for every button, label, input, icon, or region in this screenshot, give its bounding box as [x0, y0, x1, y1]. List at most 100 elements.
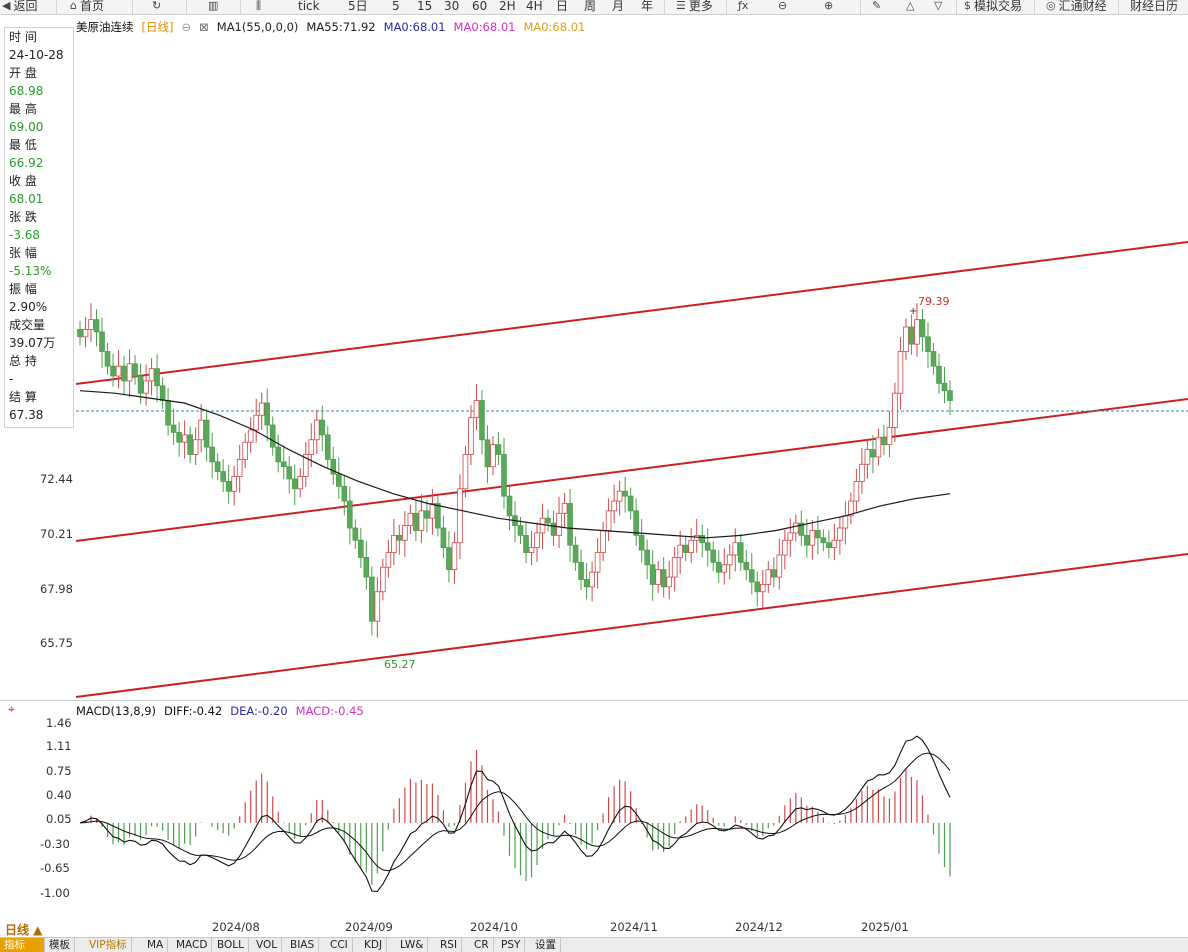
tab-template[interactable]: 模板 [45, 938, 75, 952]
tick-button[interactable]: tick [298, 0, 320, 13]
candle-body [726, 554, 733, 566]
candle-body [198, 419, 204, 441]
candlestick-chart[interactable]: 79.39 65.27 + [0, 35, 1188, 699]
candle-body [286, 466, 293, 480]
candle-body [495, 444, 502, 455]
chart-legend: 美原油连续 [日线] ⊖ ⊠ MA1(55,0,0,0) MA55:71.92 … [76, 19, 585, 35]
candle-body [297, 476, 304, 490]
candle-body [649, 564, 656, 585]
candle-body [440, 527, 447, 549]
candle-body [732, 542, 739, 556]
candle-body [363, 557, 370, 578]
tab-cr[interactable]: CR [470, 938, 494, 952]
time-label: 时 间 [9, 30, 37, 44]
candle-body [385, 552, 392, 568]
macd-tick: -1.00 [40, 886, 70, 900]
period-60[interactable]: 60 [472, 0, 488, 13]
tab-psy[interactable]: PSY [497, 938, 526, 952]
candle-body [104, 351, 111, 367]
candle-body [660, 569, 667, 588]
time-tick: 2024/09 [345, 920, 393, 934]
period-2h[interactable]: 2H [499, 0, 516, 13]
formula-button[interactable]: ƒx [738, 0, 748, 14]
price-tick: 70.21 [40, 527, 73, 541]
tab-rsi[interactable]: RSI [436, 938, 463, 952]
tab-boll[interactable]: BOLL [213, 938, 249, 952]
tab-kdj[interactable]: KDJ [360, 938, 388, 952]
tab-macd[interactable]: MACD [172, 938, 213, 952]
back-button[interactable]: ◀ 返回 [2, 0, 38, 13]
period-day[interactable]: 日 [556, 0, 569, 13]
zoom-in-button[interactable]: ⊕ [824, 0, 833, 14]
period-year[interactable]: 年 [641, 0, 654, 13]
tab-cci[interactable]: CCI [326, 938, 353, 952]
candle-body [870, 449, 876, 458]
tab-vol[interactable]: VOL [252, 938, 283, 952]
close-label: 收 盘 [9, 174, 37, 188]
more-button[interactable]: ☰ 更多 [676, 0, 713, 13]
candle-button[interactable]: ⫼ [256, 0, 261, 14]
period-5d[interactable]: 5日 [348, 0, 368, 13]
home-button[interactable]: ⌂ 首页 [70, 0, 104, 13]
candle-body [341, 485, 348, 502]
settings-icon[interactable]: ⊖ [181, 20, 192, 34]
candle-body [121, 365, 127, 382]
home-icon: ⌂ [70, 0, 77, 12]
period-15[interactable]: 15 [417, 0, 433, 13]
up-button[interactable]: △ [906, 0, 914, 14]
tab-indicator[interactable]: 指标 [0, 938, 45, 952]
candle-body [214, 461, 221, 473]
macd-tick: 1.46 [46, 716, 72, 730]
candle-body [231, 476, 237, 492]
calendar-button[interactable]: 财经日历 [1130, 0, 1179, 13]
settle-value: 67.38 [9, 408, 44, 422]
tab-bias[interactable]: BIAS [286, 938, 320, 952]
candle-body [187, 434, 193, 455]
time-tick: 2024/12 [735, 920, 783, 934]
ma55-line [79, 390, 951, 539]
ma55-label: MA55:71.92 [306, 20, 376, 34]
huitong-button[interactable]: ◎ 汇通财经 [1046, 0, 1107, 13]
candle-body [782, 539, 788, 556]
simulate-trade-button[interactable]: $ 模拟交易 [964, 0, 1023, 13]
period-month[interactable]: 月 [612, 0, 625, 13]
candle-body [534, 532, 540, 549]
period-4h[interactable]: 4H [526, 0, 543, 13]
chart-type-button[interactable]: ▥ [208, 0, 218, 14]
macd-legend: MACD(13,8,9) DIFF:-0.42 DEA:-0.20 MACD:-… [76, 704, 364, 718]
price-tick: 72.44 [40, 472, 73, 486]
candle-body [99, 331, 105, 352]
candle-body [567, 503, 573, 546]
macd-diff-line [79, 735, 951, 893]
period-toggle-button[interactable]: 日线 ▲ [5, 923, 43, 937]
candle-body [110, 365, 116, 377]
tab-lw[interactable]: LW& [396, 938, 429, 952]
time-tick: 2024/10 [470, 920, 518, 934]
high-label: 最 高 [9, 102, 37, 116]
candle-body [280, 461, 287, 468]
indicator-icon[interactable]: ⊠ [199, 20, 209, 34]
time-value: 24-10-28 [9, 48, 64, 62]
refresh-button[interactable]: ↻ [152, 0, 161, 14]
period-30[interactable]: 30 [444, 0, 460, 13]
ohlc-info-panel: 时 间 24-10-28 开 盘 68.98 最 高 69.00 最 低 66.… [4, 27, 74, 428]
candle-body [501, 454, 507, 497]
candle-body [528, 547, 535, 553]
zoom-out-button[interactable]: ⊖ [778, 0, 787, 14]
down-button[interactable]: ▽ [934, 0, 942, 14]
period-5[interactable]: 5 [392, 0, 400, 13]
candle-body [324, 434, 331, 460]
crosshair-icon[interactable]: ⌖ [8, 702, 15, 716]
candle-body [721, 564, 728, 573]
period-week[interactable]: 周 [584, 0, 597, 13]
draw-button[interactable]: ✎ [872, 0, 881, 14]
candle-body [402, 525, 408, 541]
candle-body [820, 537, 827, 544]
candle-body [765, 569, 772, 585]
tab-settings[interactable]: 设置 [531, 938, 561, 952]
macd-chart[interactable] [0, 718, 1188, 918]
tab-ma[interactable]: MA [143, 938, 169, 952]
candle-body [347, 500, 353, 529]
tab-vip[interactable]: VIP指标 [85, 938, 132, 952]
candle-body [413, 512, 419, 531]
